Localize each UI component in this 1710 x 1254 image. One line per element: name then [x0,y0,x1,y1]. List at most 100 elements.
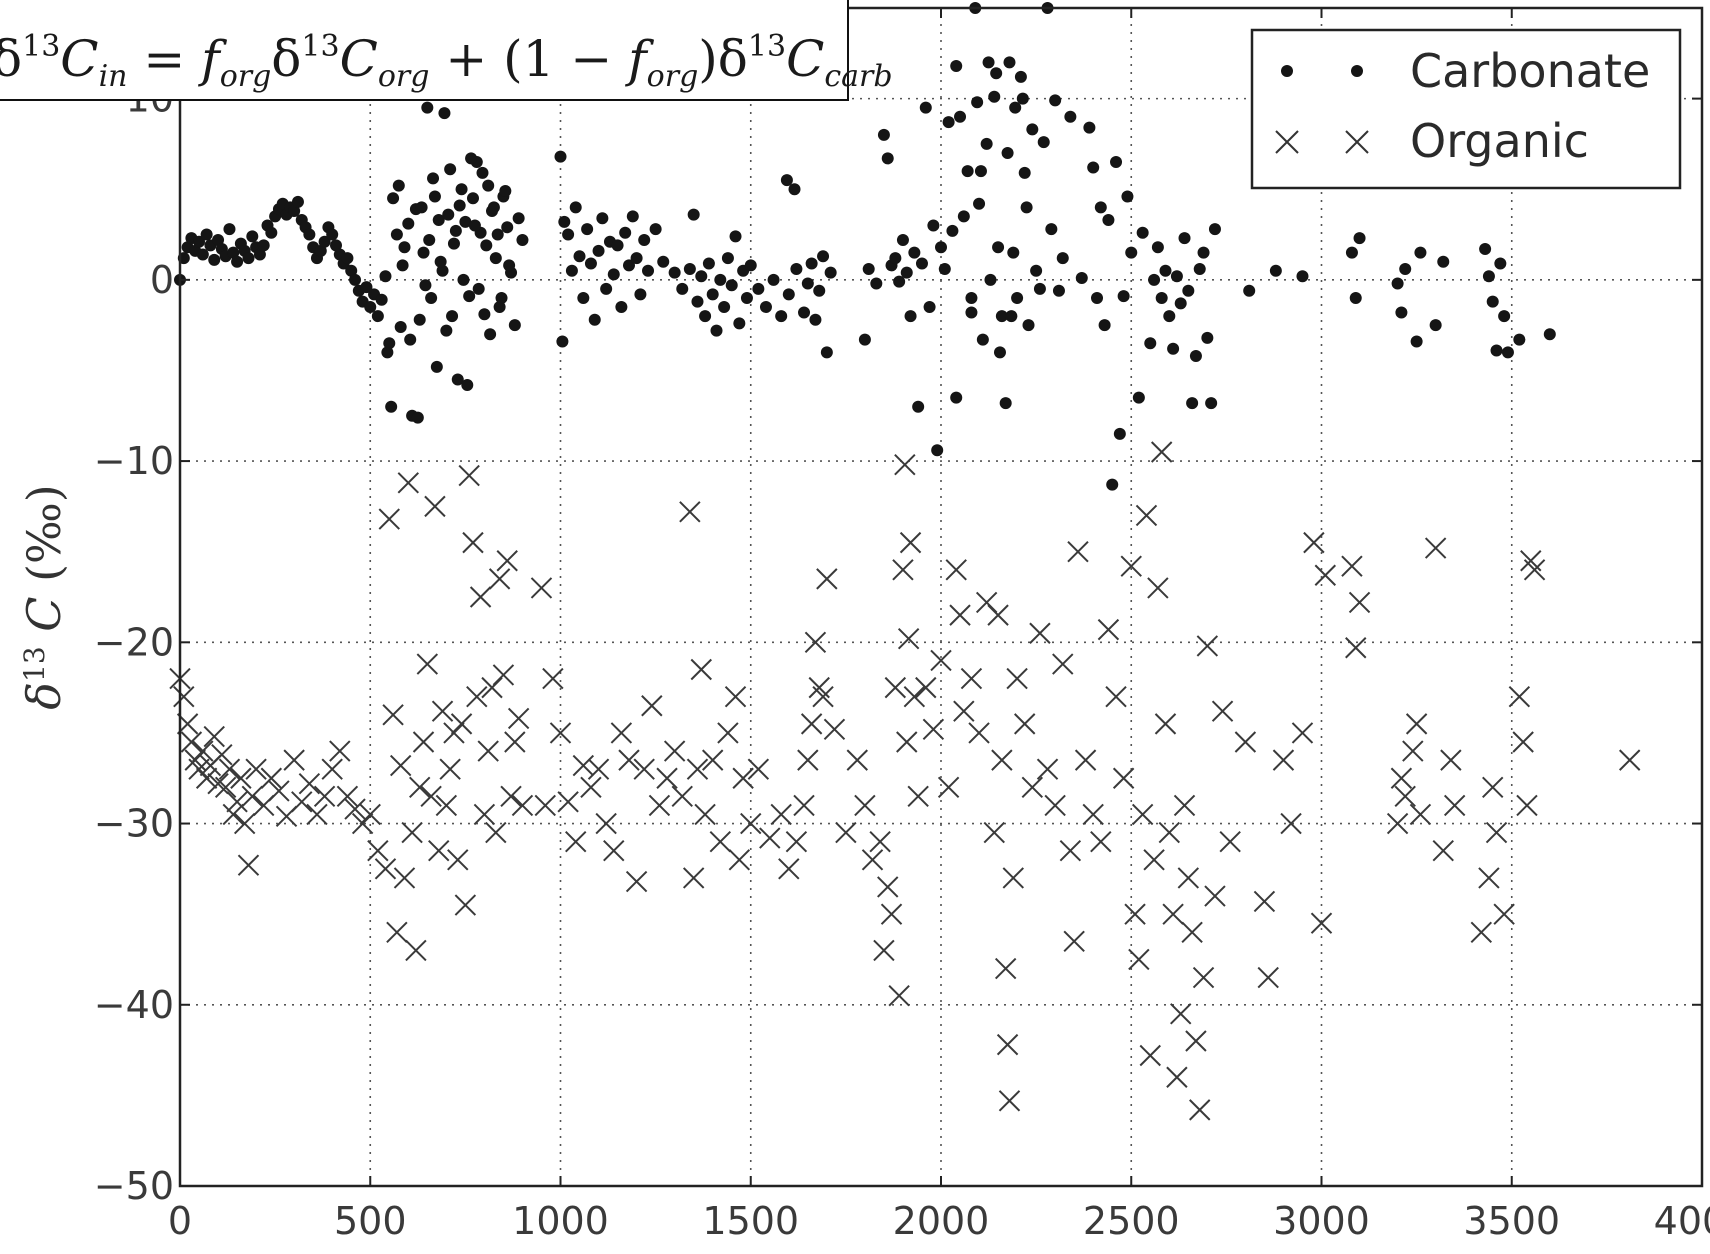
organic-point [428,840,450,862]
carbonate-point [820,346,833,359]
carbonate-point [1117,290,1130,303]
organic-point [439,758,461,780]
carbonate-point [1113,427,1126,440]
carbonate-point [607,268,620,281]
carbonate-point [512,212,525,225]
carbonate-point [482,179,495,192]
organic-point [1044,794,1066,817]
organic-point [1120,555,1142,577]
carbonate-point [493,301,506,314]
organic-point [800,713,823,735]
carbonate-point [423,233,436,246]
carbonate-point [398,241,411,254]
carbonate-point [1064,110,1077,123]
carbonate-point [428,190,441,203]
organic-point [412,731,435,753]
carbonate-point [927,219,940,232]
organic-point [690,658,712,681]
carbonate-point [889,252,902,265]
x-tick-label: 3000 [1273,1199,1370,1243]
carbonate-point [759,301,772,314]
organic-point [195,767,218,789]
carbonate-point [318,235,331,248]
organic-point [378,508,400,530]
organic-point [1440,749,1462,771]
organic-point [549,722,572,744]
y-tick-label: −20 [94,620,174,664]
carbonate-point [1018,166,1031,179]
legend-frame [1250,28,1682,190]
grid-lines [180,8,1702,1186]
carbonate-point [584,257,597,270]
organic-point [1067,540,1089,563]
carbonate-point [491,228,504,241]
carbonate-point [1125,246,1138,259]
x-tick-label: 4000 [1654,1199,1710,1243]
carbonate-point [904,310,917,323]
organic-point [1173,794,1196,817]
legend-carbonate-marker [1281,65,1293,77]
carbonate-point [554,150,567,163]
carbonate-point [1410,335,1423,348]
organic-point [740,812,762,835]
carbonate-point [1437,255,1450,268]
carbonate-point [1391,277,1404,290]
organic-point [542,667,564,690]
organic-point [401,821,423,844]
organic-point [500,785,522,808]
carbonate-point [1193,262,1206,275]
carbonate-point [1045,223,1058,236]
organic-point [922,718,945,741]
y-tick-label: −30 [94,802,174,846]
carbonate-point [480,239,493,252]
carbonate-point [1075,272,1088,285]
carbonate-point [923,301,936,314]
carbonate-point [1414,246,1427,259]
carbonate-point [421,101,434,114]
carbonate-point [1159,264,1172,277]
carbonate-point [411,411,424,424]
organic-point [458,464,480,487]
organic-point [454,894,477,916]
organic-point [1128,948,1150,971]
carbonate-point [413,313,426,326]
organic-point [1409,803,1432,826]
carbonate-point [1490,344,1503,357]
carbonate-point [615,301,628,314]
organic-point [203,725,225,748]
carbonate-point [588,313,601,326]
organic-point [306,803,328,826]
carbonate-point [415,201,428,214]
carbonate-point [385,400,398,413]
carbonate-point [744,259,757,272]
carbonate-point [1121,190,1134,203]
carbonate-point [676,282,689,295]
carbonate-point [1243,284,1256,297]
organic-point [492,664,515,686]
carbonate-point [1102,214,1115,227]
carbonate-point [1395,306,1408,319]
organic-point [793,794,815,817]
carbonate-point [912,400,925,413]
organic-point [367,840,389,862]
carbonate-point [516,233,529,246]
organic-point [1345,637,1367,659]
carbonate-point [1182,284,1195,297]
organic-point [717,722,739,744]
organic-point [450,713,473,735]
x-axis-ticks: 0 500 1000 1500 2000 2500 3000 3500 4000 [168,8,1710,1243]
organic-point [1139,1044,1161,1067]
carbonate-point [592,244,605,257]
organic-point [1314,564,1337,586]
organic-point [409,776,431,798]
carbonate-point [706,288,719,301]
carbonate-point [394,320,407,333]
carbonate-point [436,264,449,277]
organic-point [1234,731,1257,753]
organic-point [861,849,884,871]
organic-point [298,772,321,795]
carbonate-point [824,266,837,279]
carbonate-point [1009,101,1022,114]
carbonate-point [988,90,1001,103]
